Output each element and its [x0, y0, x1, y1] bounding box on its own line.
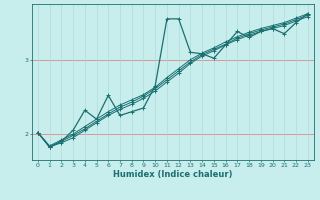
X-axis label: Humidex (Indice chaleur): Humidex (Indice chaleur)	[113, 170, 233, 179]
